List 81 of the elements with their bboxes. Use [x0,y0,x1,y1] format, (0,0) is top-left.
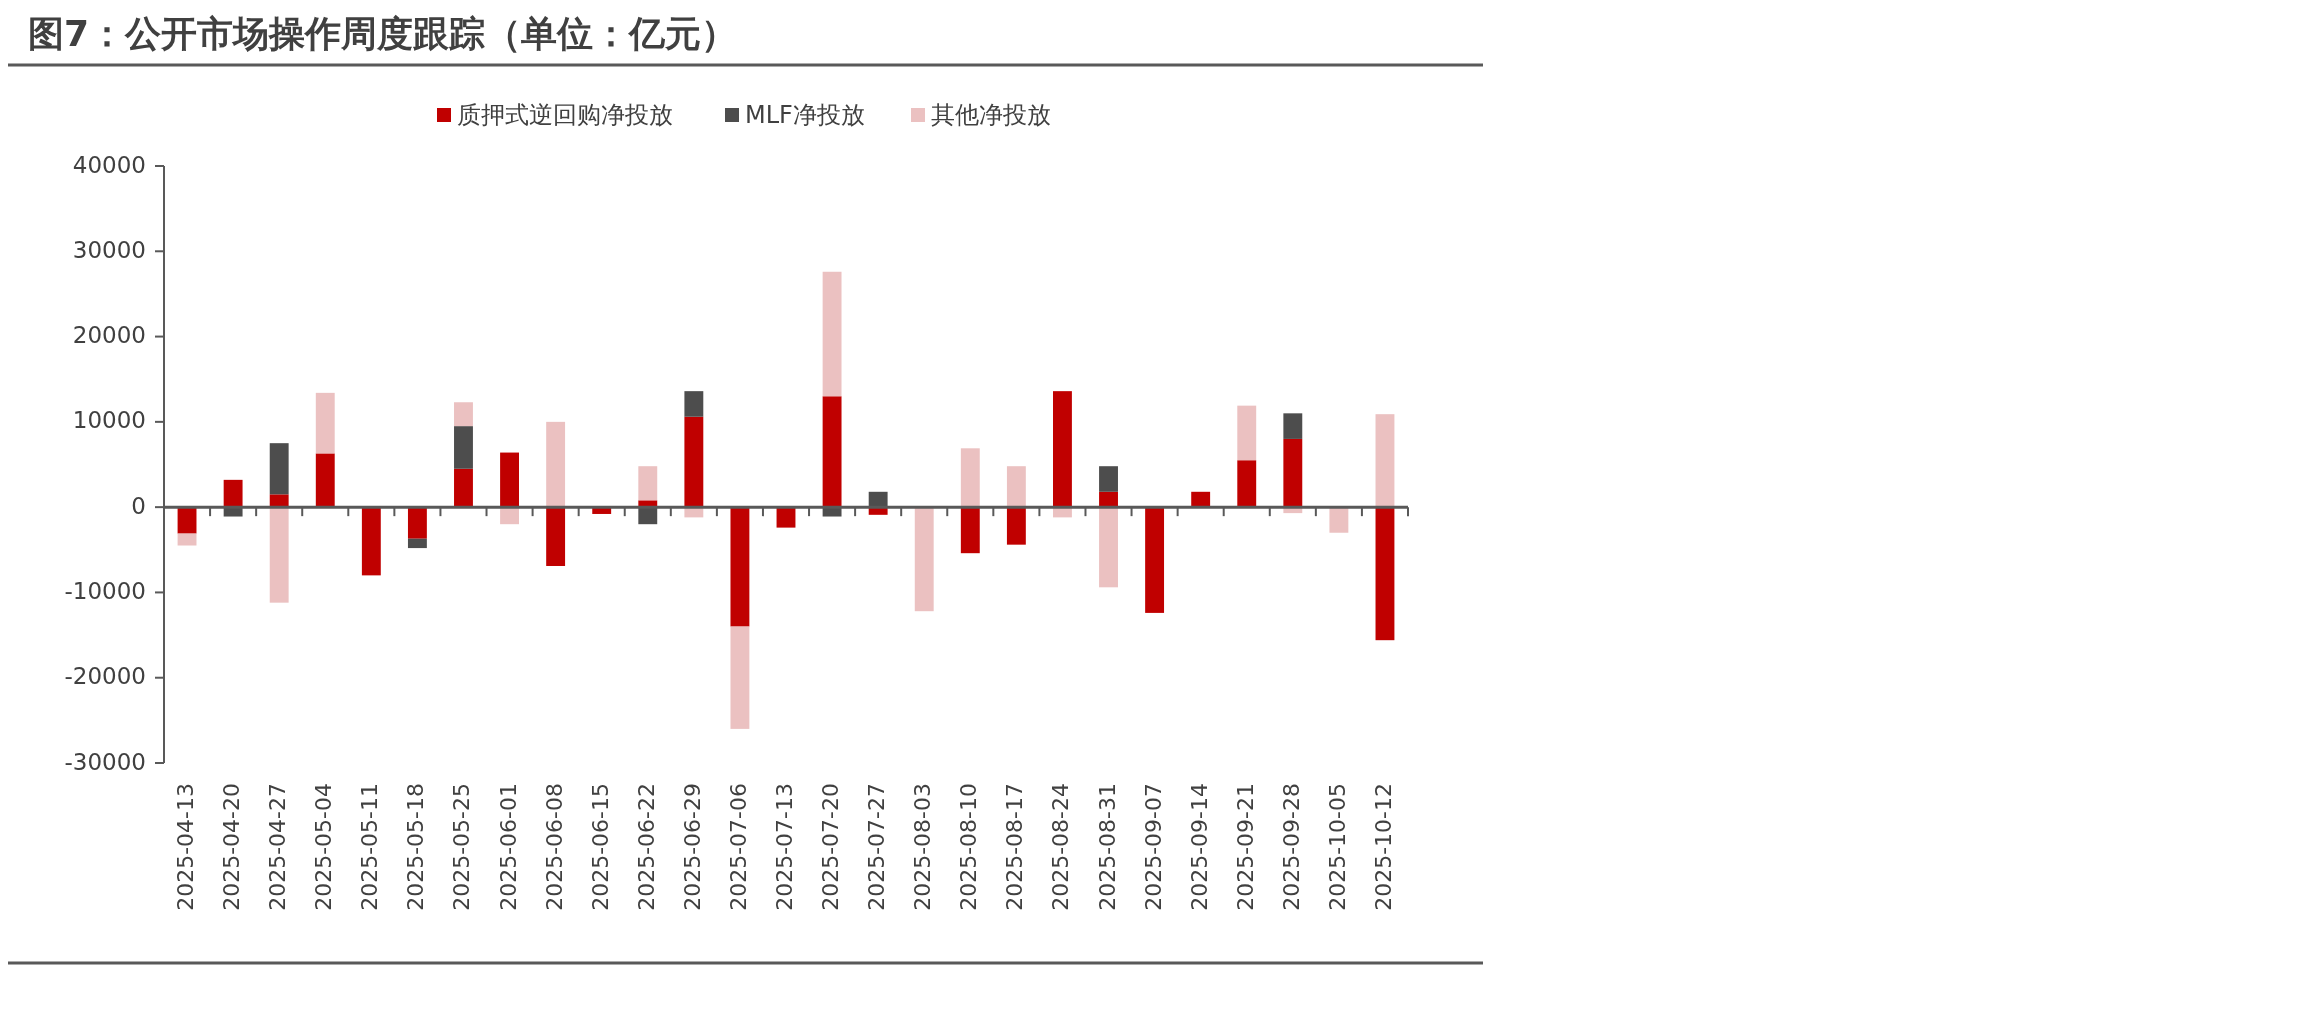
x-tick-label: 2025-07-06 [725,783,751,911]
y-tick-label: -30000 [64,748,146,775]
x-tick-label: 2025-09-14 [1186,783,1212,911]
bar [223,479,243,508]
bar [822,271,842,397]
bar [546,507,566,566]
x-tick-label: 2025-07-27 [864,783,890,911]
bar [269,494,289,508]
x-tick-label: 2025-05-04 [311,783,337,911]
x-tick-label: 2025-10-12 [1370,783,1396,911]
x-tick-label: 2025-08-10 [956,783,982,911]
bar [1099,466,1118,492]
bar [1145,507,1165,613]
x-tick-label: 2025-05-18 [403,783,429,911]
bar [407,538,427,549]
y-tick-label: 30000 [72,236,146,263]
y-tick-label: -10000 [64,577,146,604]
x-tick-label: 2025-04-27 [265,783,291,911]
bar [1375,414,1395,508]
y-tick-label: 10000 [72,407,146,434]
x-tick-label: 2025-09-28 [1278,783,1304,911]
y-tick-label: -20000 [64,663,146,690]
bar [546,421,566,508]
x-tick-label: 2025-06-22 [633,783,659,911]
x-tick-label: 2025-07-13 [772,783,797,911]
bar [407,507,427,539]
x-tick-label: 2025-09-21 [1232,783,1258,911]
y-tick-label: 0 [131,492,146,519]
bar [638,466,658,501]
x-tick-label: 2025-04-13 [173,783,199,911]
bar [315,453,335,508]
x-tick-label: 2025-06-29 [679,783,705,911]
y-tick-label: 20000 [72,322,146,349]
bar [822,396,842,508]
bar [177,507,197,534]
bar [1237,460,1257,508]
bar [730,507,750,627]
bar [1099,491,1118,508]
y-tick-label: 40000 [72,151,146,178]
x-tick-label: 2025-08-24 [1048,783,1074,911]
bar [454,402,473,427]
x-tick-label: 2025-09-07 [1140,783,1166,911]
bar [1283,413,1303,439]
bar [960,448,980,508]
bar [1283,438,1303,508]
bar [361,507,381,576]
x-tick-label: 2025-08-31 [1094,783,1120,911]
bar [1053,391,1072,508]
bar [500,452,519,508]
bar [1006,507,1026,545]
x-tick-label: 2025-06-15 [587,783,613,911]
bar [1237,405,1257,461]
bar [1006,466,1026,508]
bar [914,507,934,612]
bar [1329,507,1349,533]
bar [684,391,704,417]
bar [269,507,289,603]
x-tick-label: 2025-10-05 [1324,783,1350,911]
bar [454,468,473,508]
x-tick-label: 2025-06-08 [541,783,567,911]
bar [454,426,473,469]
bar [269,443,289,495]
x-tick-label: 2025-07-20 [818,783,844,911]
legend-label: 质押式逆回购净投放 [457,101,673,129]
x-tick-label: 2025-06-01 [495,783,521,911]
bar [315,392,335,454]
legend-label: MLF净投放 [745,101,865,129]
bar [684,416,704,508]
x-tick-label: 2025-04-20 [219,783,245,911]
bar [177,533,197,546]
legend-label: 其他净投放 [931,101,1051,129]
chart-title: 图7：公开市场操作周度跟踪（单位：亿元） [28,13,738,54]
bar [1099,507,1118,588]
bar [1375,507,1395,641]
bar [730,626,750,729]
bar [960,507,980,554]
x-tick-label: 2025-05-11 [357,783,383,911]
x-tick-label: 2025-08-17 [1002,783,1028,911]
bar [1191,491,1211,508]
x-tick-label: 2025-05-25 [449,783,475,911]
x-tick-label: 2025-08-03 [910,783,936,911]
